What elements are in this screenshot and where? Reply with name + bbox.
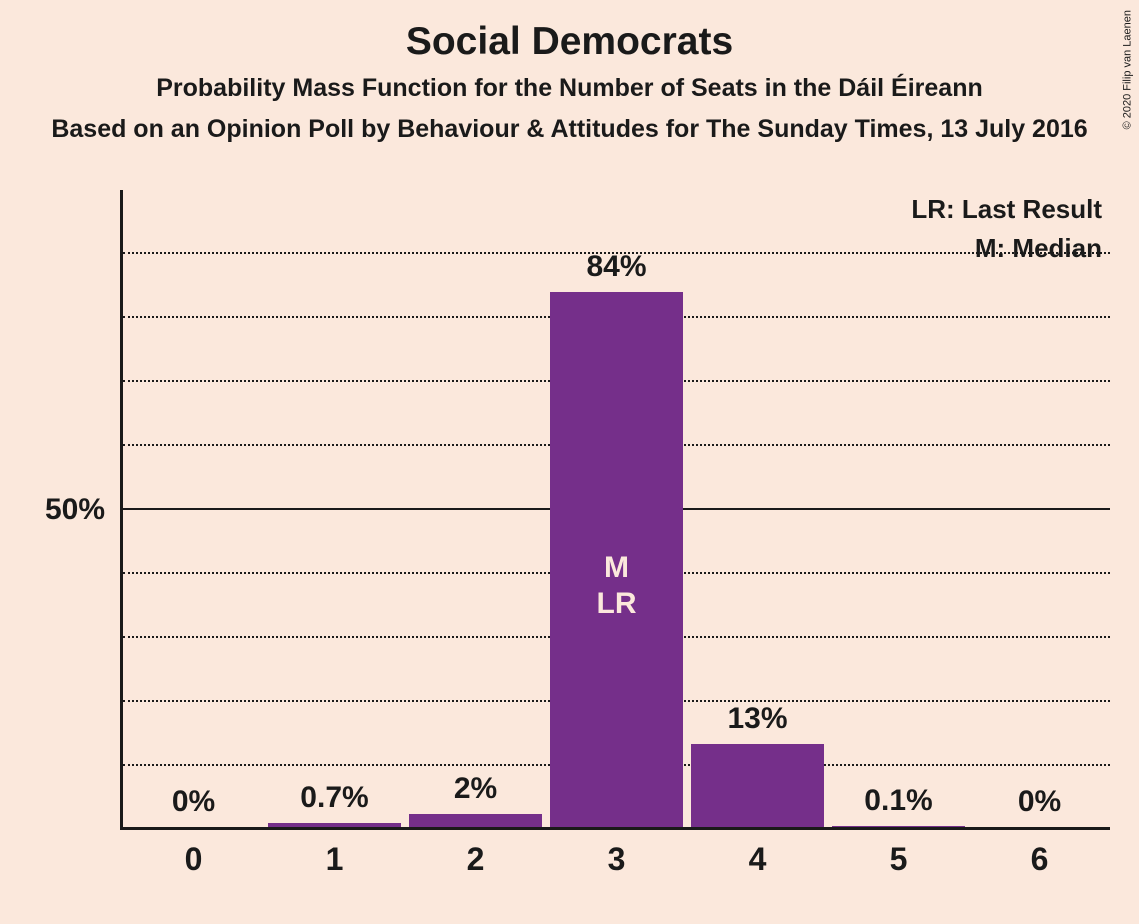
chart-subtitle-1: Probability Mass Function for the Number… (0, 64, 1139, 103)
x-tick-label: 5 (890, 841, 908, 878)
y-tick-label: 50% (45, 493, 105, 527)
bar-value-label: 2% (454, 772, 497, 806)
bar-value-label: 0.1% (864, 784, 932, 818)
bar: 0.7% (268, 823, 401, 827)
x-tick-label: 3 (608, 841, 626, 878)
legend-lr: LR: Last Result (911, 190, 1102, 229)
bar-value-label: 0.7% (300, 781, 368, 815)
bar-slot: 13%4 (687, 190, 828, 827)
bar-slot: 0.1%5 (828, 190, 969, 827)
chart-container: Social Democrats Probability Mass Functi… (0, 0, 1139, 924)
bar-value-label: 13% (727, 702, 787, 736)
legend-m: M: Median (911, 229, 1102, 268)
x-axis (120, 827, 1110, 830)
x-tick-label: 1 (326, 841, 344, 878)
bar-value-label: 84% (586, 250, 646, 284)
bar-slot: 0.7%1 (264, 190, 405, 827)
bar: 0.1% (832, 826, 965, 827)
bar-marker-label: MLR (597, 550, 637, 622)
bar-slot: 84%MLR3 (546, 190, 687, 827)
x-tick-label: 4 (749, 841, 767, 878)
bar-slot: 0%6 (969, 190, 1110, 827)
bar-slot: 0%0 (123, 190, 264, 827)
copyright-text: © 2020 Filip van Laenen (1121, 10, 1133, 129)
bar: 84%MLR (550, 292, 683, 827)
plot-area: 50% 0%00.7%12%284%MLR313%40.1%50%6 LR: L… (120, 190, 1110, 830)
bar: 13% (691, 744, 824, 827)
bar-slot: 2%2 (405, 190, 546, 827)
legend: LR: Last Result M: Median (911, 190, 1102, 268)
bars-group: 0%00.7%12%284%MLR313%40.1%50%6 (123, 190, 1110, 827)
bar-value-label: 0% (172, 785, 215, 819)
x-tick-label: 0 (185, 841, 203, 878)
x-tick-label: 2 (467, 841, 485, 878)
bar: 2% (409, 814, 542, 827)
bar-value-label: 0% (1018, 785, 1061, 819)
x-tick-label: 6 (1031, 841, 1049, 878)
chart-subtitle-2: Based on an Opinion Poll by Behaviour & … (0, 103, 1139, 144)
chart-title: Social Democrats (0, 0, 1139, 64)
